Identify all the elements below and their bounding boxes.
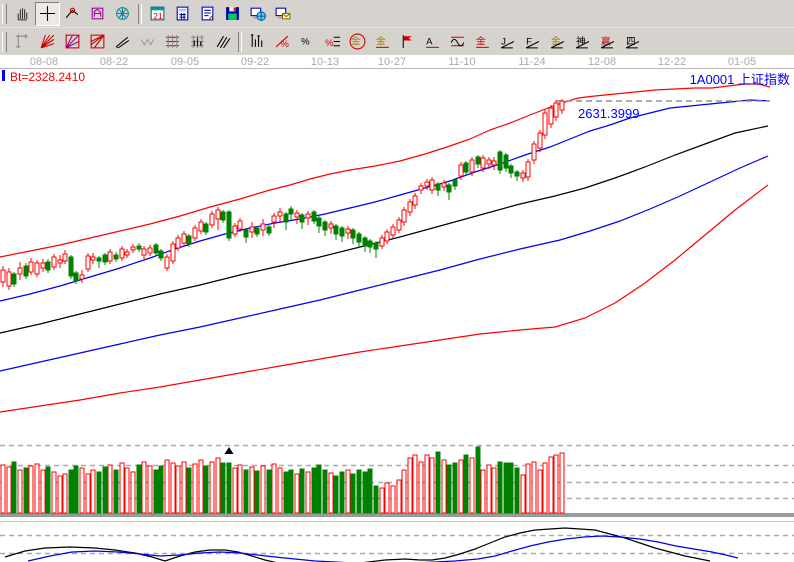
percent-tool[interactable]: %	[295, 30, 320, 54]
svg-text:金: 金	[351, 36, 361, 48]
signal-triangle-marker	[224, 447, 234, 454]
svg-text:金: 金	[376, 36, 386, 48]
cycle-lines-tool[interactable]	[245, 30, 270, 54]
hand-pan-tool[interactable]	[10, 2, 35, 26]
date-label: 11-10	[448, 56, 476, 68]
svg-text:A: A	[426, 37, 433, 48]
svg-text:%: %	[280, 39, 289, 50]
polyline-measure-tool[interactable]	[60, 2, 85, 26]
calendar-tool[interactable]: 21	[145, 2, 170, 26]
svg-text:21: 21	[153, 11, 163, 21]
date-label: 12-22	[657, 56, 687, 68]
svg-text:%: %	[325, 38, 334, 49]
bt-marker-tick	[2, 70, 5, 81]
toolbar-separator	[138, 3, 142, 24]
mail-chart-tool[interactable]	[270, 2, 295, 26]
envelope-bands	[0, 83, 771, 413]
date-label: 11-24	[518, 56, 546, 68]
frame-tool[interactable]	[10, 30, 35, 54]
date-label: 09-05	[170, 56, 200, 68]
grid-tool[interactable]	[160, 30, 185, 54]
ying-angle-tool[interactable]: 赢	[595, 30, 620, 54]
si-angle-tool[interactable]: 四	[620, 30, 645, 54]
gold-coin-line-tool[interactable]: 金	[370, 30, 395, 54]
symbol-label: 1A0001 上证指数	[689, 72, 790, 87]
wave-tool[interactable]	[445, 30, 470, 54]
flag-tool[interactable]	[395, 30, 420, 54]
toolbar-grip	[2, 31, 7, 52]
grid-chart-tool[interactable]	[185, 30, 210, 54]
date-axis: 08-08 08-22 09-05 09-22 10-13 10-27 11-10 11-24…	[0, 55, 794, 69]
svg-text:金: 金	[476, 36, 486, 48]
parallel-lines-tool[interactable]	[210, 30, 235, 54]
date-label: 10-13	[310, 56, 340, 68]
date-label: 10-27	[377, 56, 407, 68]
toolbar-grip	[2, 3, 7, 24]
gann-fan-tool[interactable]	[35, 30, 60, 54]
trend-line-tool[interactable]	[110, 30, 135, 54]
price-label: 2631.3999	[578, 106, 640, 121]
gold-underline-tool[interactable]: 金	[470, 30, 495, 54]
send-chart-tool[interactable]	[245, 2, 270, 26]
date-label: 12-08	[587, 56, 617, 68]
svg-text:四: 四	[626, 37, 636, 48]
svg-text:金: 金	[551, 36, 561, 48]
gold-angle-tool[interactable]: 金	[545, 30, 570, 54]
date-label: 01-05	[727, 56, 757, 68]
rect-fan-purple-tool[interactable]	[60, 30, 85, 54]
calculator-tool[interactable]	[170, 2, 195, 26]
pane-separators	[0, 513, 794, 522]
net-tool[interactable]	[110, 2, 135, 26]
date-label: 08-22	[99, 56, 129, 68]
f-angle-tool[interactable]: F	[520, 30, 545, 54]
oscillator-lines	[4, 527, 739, 562]
toolbar-separator	[238, 31, 242, 52]
crosshair-tool[interactable]	[35, 1, 60, 26]
rect-fan-red-tool[interactable]	[85, 30, 110, 54]
gold-coin-tool[interactable]: 金	[345, 30, 370, 54]
notes-tool[interactable]	[195, 2, 220, 26]
zigzag-tool[interactable]	[135, 30, 160, 54]
main-toolbar: 21	[0, 0, 794, 28]
slope-percent-tool[interactable]: %	[270, 30, 295, 54]
svg-text:%: %	[301, 37, 310, 48]
svg-text:神: 神	[576, 36, 586, 48]
percent-lines-tool[interactable]: %	[320, 30, 345, 54]
drawing-toolbar: %%% 金 金 A 金 J F 金 神 赢 四	[0, 28, 794, 56]
bt-value-label: Bt=2328.2410	[10, 70, 86, 84]
j-angle-tool[interactable]: J	[495, 30, 520, 54]
svg-text:F: F	[526, 37, 532, 48]
flower-tool[interactable]	[85, 2, 110, 26]
svg-text:J: J	[501, 37, 506, 48]
svg-text:赢: 赢	[601, 36, 611, 48]
date-label: 09-22	[240, 56, 270, 68]
save-tool[interactable]	[220, 2, 245, 26]
letter-a-tool[interactable]: A	[420, 30, 445, 54]
shen-angle-tool[interactable]: 神	[570, 30, 595, 54]
candles	[0, 99, 565, 290]
volume-bars	[0, 446, 565, 514]
date-label: 08-08	[29, 56, 59, 68]
marker-group	[224, 447, 234, 454]
